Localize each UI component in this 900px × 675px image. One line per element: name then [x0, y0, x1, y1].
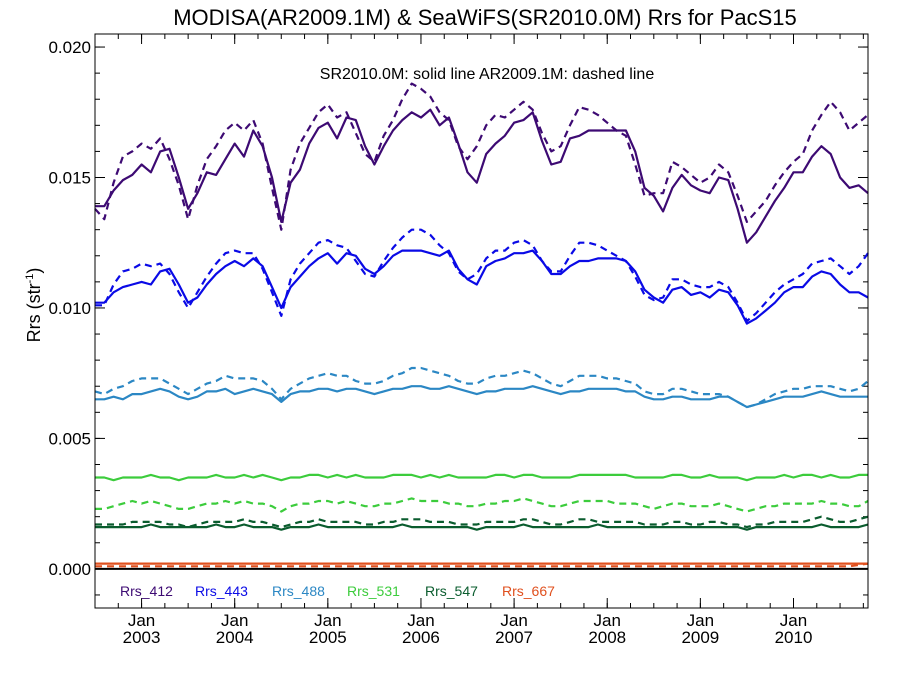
series-line-Rrs_531-dashed: [95, 497, 869, 513]
x-tick-year-label: 2009: [681, 628, 719, 647]
series-line-Rrs_547-dashed: [95, 515, 869, 529]
x-tick-month-label: Jan: [687, 611, 714, 630]
axis-ticks: 0.0000.0050.0100.0150.020Jan2003Jan2004J…: [48, 34, 868, 647]
x-tick-year-label: 2007: [495, 628, 533, 647]
x-tick-year-label: 2008: [588, 628, 626, 647]
plot-frame: [94, 33, 869, 609]
series-line-Rrs_443-dashed: [95, 228, 869, 323]
line-style-annotation: SR2010.0M: solid line AR2009.1M: dashed …: [320, 66, 655, 83]
y-tick-label: 0.000: [48, 560, 91, 579]
series-line-Rrs_443-solid: [95, 249, 869, 325]
legend-item-Rrs_547: Rrs_547: [425, 583, 478, 599]
x-tick-year-label: 2010: [775, 628, 813, 647]
x-tick-year-label: 2003: [123, 628, 161, 647]
x-tick-year-label: 2005: [309, 628, 347, 647]
series-line-Rrs_667-dashed: [95, 562, 869, 568]
x-tick-month-label: Jan: [314, 611, 341, 630]
legend-item-Rrs_443: Rrs_443: [195, 583, 248, 599]
x-tick-month-label: Jan: [780, 611, 807, 630]
y-axis-title-superscript: -1: [24, 274, 36, 284]
x-tick-month-label: Jan: [500, 611, 527, 630]
x-tick-year-label: 2006: [402, 628, 440, 647]
legend-item-Rrs_531: Rrs_531: [347, 583, 400, 599]
series-line-Rrs_488-solid: [95, 385, 868, 409]
legend-item-Rrs_412: Rrs_412: [120, 583, 173, 599]
x-tick-month-label: Jan: [128, 611, 155, 630]
y-axis-title-end: ): [24, 268, 44, 274]
series-line-Rrs_488-dashed: [94, 366, 869, 409]
x-tick-month-label: Jan: [594, 611, 621, 630]
legend: Rrs_412 Rrs_443 Rrs_488 Rrs_531 Rrs_547 Rrs_6…: [120, 583, 555, 599]
series-line-Rrs_531-solid: [95, 473, 868, 482]
y-tick-label: 0.005: [48, 429, 91, 448]
legend-item-Rrs_667: Rrs_667: [502, 583, 555, 599]
series-line-Rrs_412-dashed: [94, 82, 869, 231]
y-tick-label: 0.020: [48, 38, 91, 57]
x-tick-month-label: Jan: [407, 611, 434, 630]
y-axis-title: Rrs (str-1): [24, 268, 44, 343]
series-line-Rrs_412-solid: [95, 108, 869, 244]
legend-item-Rrs_488: Rrs_488: [272, 583, 325, 599]
y-axis-title-main: Rrs (str: [24, 283, 44, 342]
y-tick-label: 0.015: [48, 169, 91, 188]
x-tick-year-label: 2004: [216, 628, 254, 647]
x-tick-month-label: Jan: [221, 611, 248, 630]
series-line-Rrs_547-solid: [95, 523, 869, 531]
y-tick-label: 0.010: [48, 299, 91, 318]
chart-title: MODISA(AR2009.1M) & SeaWiFS(SR2010.0M) R…: [173, 5, 797, 30]
series-lines: [94, 82, 869, 568]
